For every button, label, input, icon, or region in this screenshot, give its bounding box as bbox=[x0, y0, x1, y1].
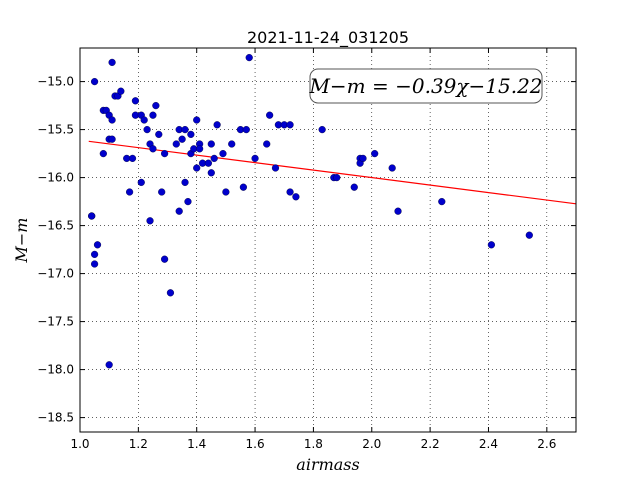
x-tick-label: 2.6 bbox=[537, 437, 556, 451]
data-point bbox=[166, 289, 175, 297]
x-tick-labels: 1.0 1.2 1.4 1.6 1.8 2.0 2.2 2.4 2.6 bbox=[70, 437, 556, 451]
data-point bbox=[149, 145, 157, 153]
data-point bbox=[90, 260, 99, 268]
data-points bbox=[88, 53, 533, 369]
plot-frame bbox=[79, 47, 577, 433]
y-tick-label: −17.0 bbox=[37, 267, 74, 281]
data-point bbox=[204, 159, 212, 167]
plot-area bbox=[80, 48, 576, 432]
data-point bbox=[187, 130, 195, 139]
data-point bbox=[161, 255, 169, 263]
data-point bbox=[318, 126, 326, 134]
data-point bbox=[149, 111, 157, 119]
y-tick-label: −15.5 bbox=[37, 123, 74, 137]
y-axis-label: M−m bbox=[12, 218, 31, 264]
x-tick-label: 1.2 bbox=[129, 437, 148, 451]
data-point bbox=[93, 241, 102, 249]
data-point bbox=[292, 193, 300, 201]
data-point bbox=[388, 164, 396, 172]
y-tick-label: −18.5 bbox=[37, 411, 74, 425]
data-point bbox=[525, 231, 533, 239]
data-point bbox=[213, 121, 221, 129]
data-point bbox=[181, 126, 189, 134]
data-point bbox=[108, 116, 116, 124]
x-tick-label: 1.6 bbox=[246, 437, 265, 451]
data-point bbox=[184, 198, 192, 206]
data-point bbox=[286, 121, 294, 129]
data-point bbox=[90, 250, 99, 259]
equation-annotation: M−m = −0.39χ−15.22 bbox=[308, 68, 543, 104]
data-point bbox=[487, 241, 495, 249]
data-point bbox=[271, 164, 280, 172]
data-point bbox=[88, 212, 96, 220]
data-point bbox=[251, 154, 259, 163]
data-point bbox=[245, 53, 253, 62]
y-tick-labels: −15.0 −15.5 −16.0 −16.5 −17.0 −17.5 −18.0 −18.5 bbox=[37, 75, 74, 425]
data-point bbox=[172, 140, 180, 148]
data-point bbox=[263, 140, 271, 148]
y-tick-label: −17.5 bbox=[37, 315, 74, 329]
data-point bbox=[371, 150, 379, 158]
x-tick-label: 2.0 bbox=[362, 437, 381, 451]
data-point bbox=[90, 77, 99, 86]
data-point bbox=[155, 130, 163, 139]
data-point bbox=[193, 164, 201, 172]
data-point bbox=[219, 150, 227, 158]
data-point bbox=[222, 188, 230, 196]
data-point bbox=[438, 198, 446, 206]
x-tick-label: 1.8 bbox=[304, 437, 323, 451]
annotation-box bbox=[309, 68, 543, 104]
x-tick-label: 1.4 bbox=[187, 437, 206, 451]
x-axis-label: airmass bbox=[296, 455, 359, 474]
x-tick-label: 2.2 bbox=[421, 437, 440, 451]
data-point bbox=[210, 154, 218, 163]
data-point bbox=[207, 140, 215, 148]
data-point bbox=[128, 154, 137, 163]
data-point bbox=[266, 111, 274, 119]
data-point bbox=[193, 116, 201, 124]
data-point bbox=[181, 178, 189, 187]
y-tick-label: −18.0 bbox=[37, 363, 74, 377]
data-point bbox=[333, 174, 341, 182]
data-point bbox=[146, 217, 154, 225]
data-point bbox=[394, 207, 402, 215]
data-point bbox=[126, 188, 134, 196]
data-point bbox=[108, 58, 116, 67]
data-point bbox=[175, 207, 183, 215]
data-point bbox=[196, 145, 204, 153]
data-point bbox=[207, 169, 215, 177]
data-point bbox=[108, 135, 116, 143]
data-point bbox=[286, 188, 294, 196]
data-point bbox=[239, 183, 247, 191]
data-point bbox=[140, 116, 148, 124]
data-point bbox=[350, 183, 358, 191]
data-point bbox=[158, 188, 166, 196]
data-point bbox=[105, 361, 113, 369]
axis-ticks bbox=[79, 48, 576, 432]
data-point bbox=[137, 178, 145, 187]
data-point bbox=[131, 97, 140, 105]
x-tick-label: 1.0 bbox=[70, 437, 89, 451]
data-point bbox=[178, 135, 186, 143]
data-point bbox=[359, 154, 367, 163]
gridlines bbox=[79, 48, 576, 432]
y-tick-label: −16.5 bbox=[37, 219, 74, 233]
data-point bbox=[228, 140, 236, 148]
chart-title: 2021-11-24_031205 bbox=[247, 28, 409, 48]
x-tick-label: 2.4 bbox=[479, 437, 498, 451]
data-point bbox=[161, 150, 169, 158]
data-point bbox=[152, 101, 160, 110]
data-point bbox=[117, 87, 125, 95]
data-point bbox=[99, 150, 107, 158]
fit-line bbox=[88, 140, 577, 205]
fit-line-layer bbox=[88, 140, 577, 205]
data-point bbox=[143, 126, 151, 134]
y-tick-label: −16.0 bbox=[37, 171, 74, 185]
annotation-text: M−m = −0.39χ−15.22 bbox=[308, 74, 542, 98]
y-tick-label: −15.0 bbox=[37, 75, 74, 89]
data-point bbox=[242, 126, 250, 134]
